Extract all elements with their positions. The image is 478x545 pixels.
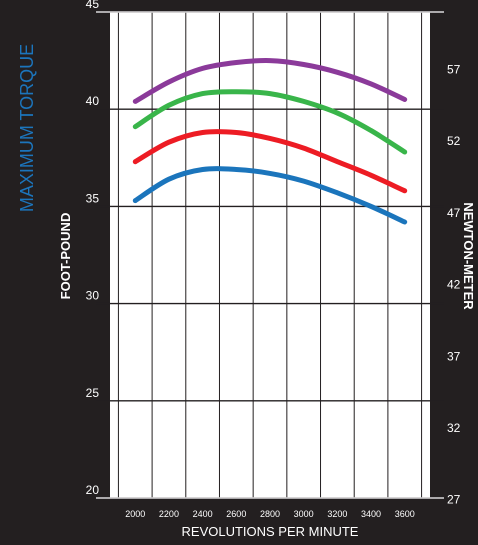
plot-area	[110, 12, 430, 498]
x-tick-label: 3600	[395, 509, 415, 519]
y-axis-label: FOOT-POUND	[58, 213, 73, 300]
series-lines	[132, 58, 408, 225]
y2-tick-label: 52	[447, 134, 461, 148]
x-tick-label: 2000	[125, 509, 145, 519]
y-tick-label: 25	[86, 386, 100, 400]
chart-title: MAXIMUM TORQUE	[17, 44, 37, 212]
x-axis-label: REVOLUTIONS PER MINUTE	[182, 524, 359, 539]
y2-tick-labels: 27 32 37 42 47 52 57	[447, 63, 461, 507]
x-tick-label: 2200	[159, 509, 179, 519]
x-tick-label: 3400	[361, 509, 381, 519]
y-tick-label: 40	[86, 94, 100, 108]
y2-tick-label: 27	[447, 493, 461, 507]
x-tick-label: 2600	[226, 509, 246, 519]
x-tick-label: 3200	[327, 509, 347, 519]
series-line-1	[132, 58, 408, 104]
series-line-2	[132, 89, 408, 155]
y-tick-label: 20	[86, 483, 100, 497]
y-tick-label: 30	[86, 289, 100, 303]
y2-tick-label: 57	[447, 63, 461, 77]
series-line-3	[132, 129, 408, 194]
y2-tick-label: 37	[447, 349, 461, 363]
x-tick-label: 2800	[260, 509, 280, 519]
y2-tick-label: 42	[447, 278, 461, 292]
y2-tick-label: 47	[447, 206, 461, 220]
y2-tick-label: 32	[447, 421, 461, 435]
y-tick-labels: 20 25 30 35 40 45	[86, 0, 100, 497]
series-line-4	[132, 166, 408, 225]
x-tick-labels: 2000 2200 2400 2600 2800 3000 3200 3400 3600	[125, 509, 415, 519]
y2-axis-label: NEWTON-METER	[461, 202, 476, 310]
y-tick-label: 45	[86, 0, 100, 11]
y-tick-label: 35	[86, 191, 100, 205]
x-tick-label: 2400	[193, 509, 213, 519]
x-tick-label: 3000	[294, 509, 314, 519]
